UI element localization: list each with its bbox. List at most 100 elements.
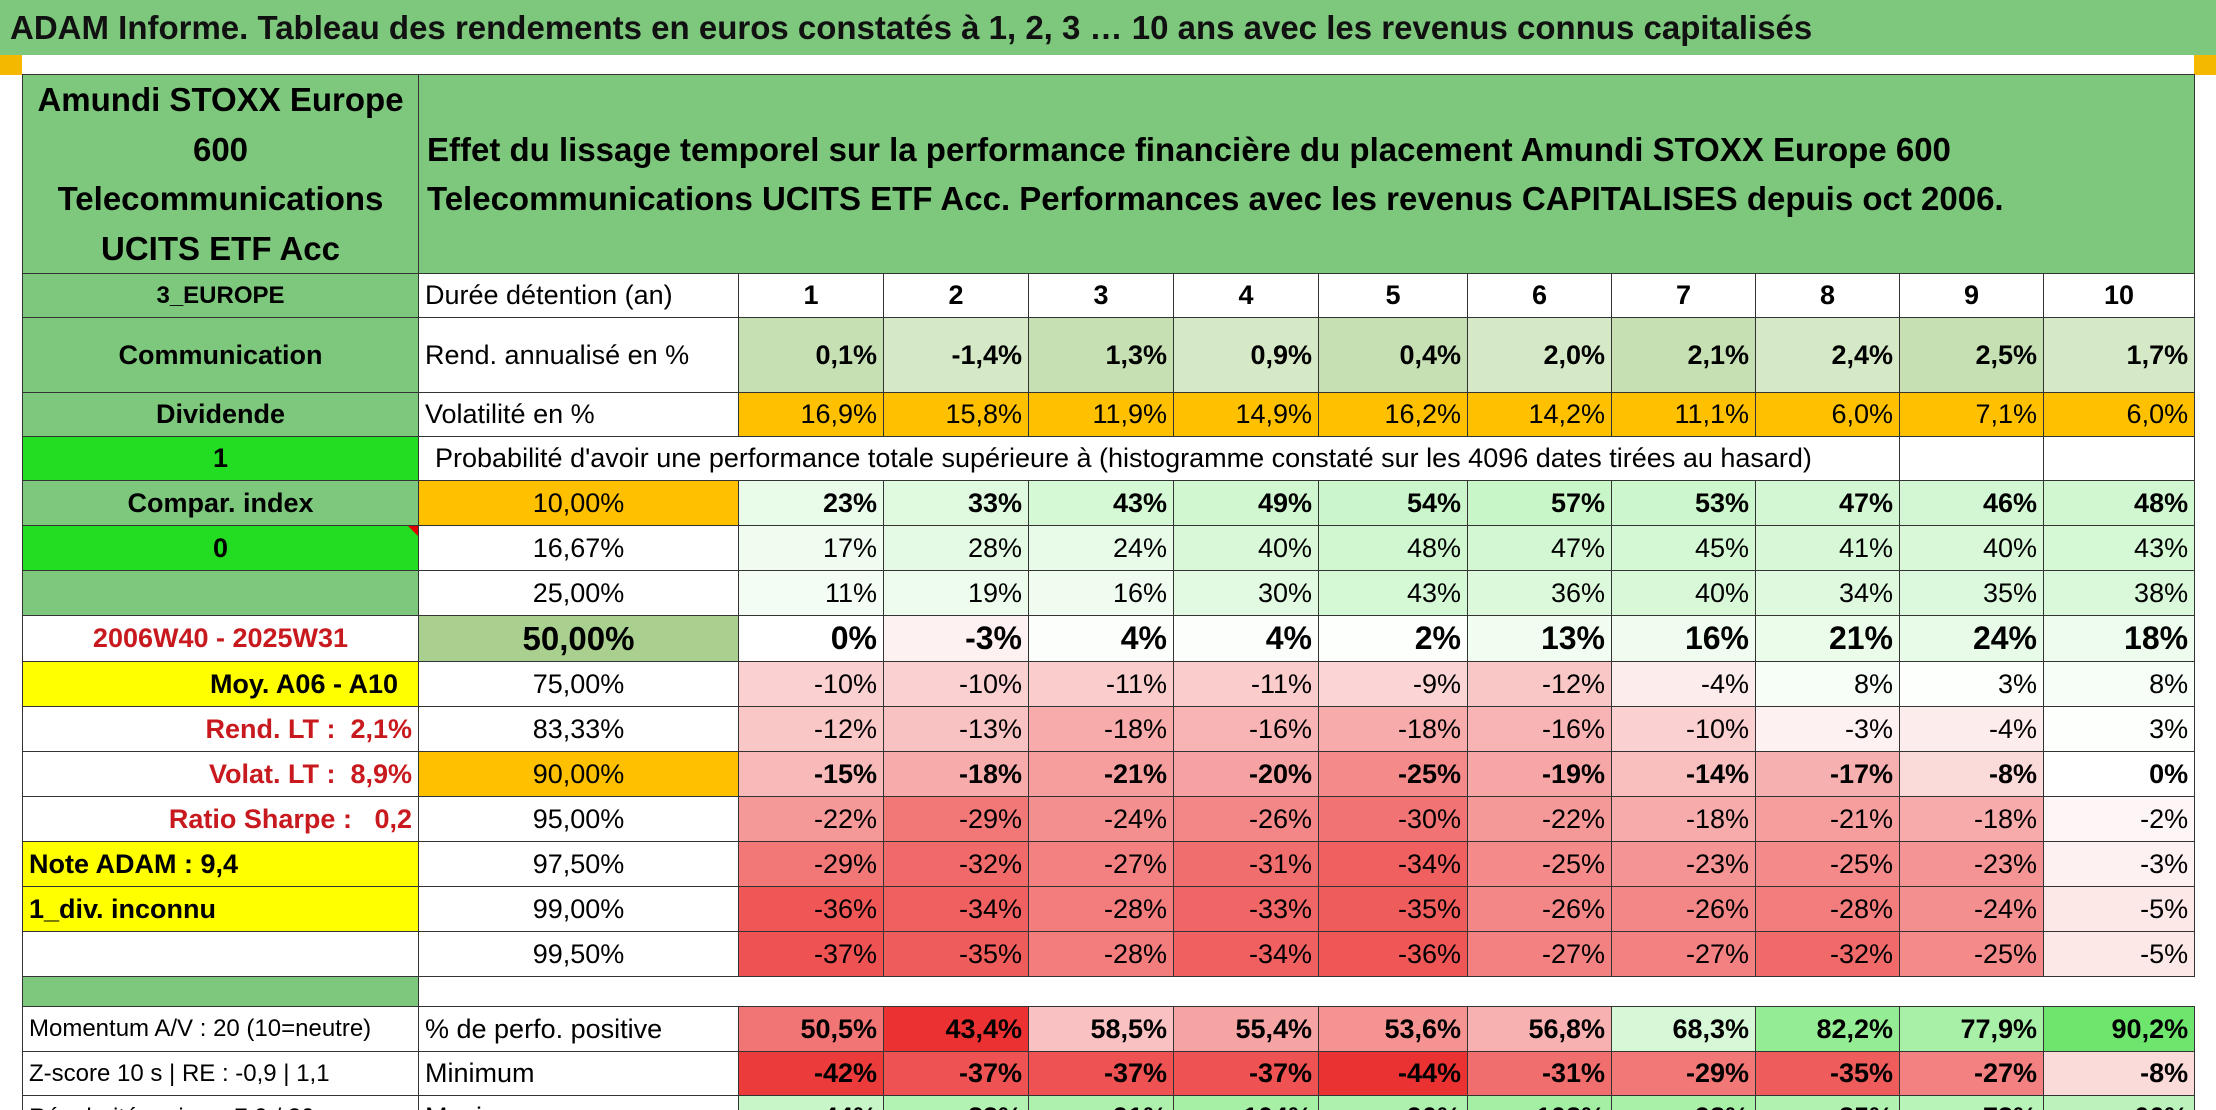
percentile-value: -34%: [1173, 931, 1319, 977]
percentile-value: -21%: [1755, 796, 1900, 842]
percentile-value: -16%: [1467, 706, 1612, 752]
maximum-value: 66%: [2042, 1095, 2196, 1110]
percentile-value: 30%: [1173, 570, 1319, 616]
percentile-value: -8%: [1899, 751, 2044, 797]
minimum-value: -42%: [738, 1051, 884, 1096]
div-label: 1_div. inconnu: [22, 886, 419, 932]
percentile-value: -27%: [1467, 931, 1612, 977]
percentile-value: 16%: [1028, 570, 1174, 616]
note-adam: Note ADAM : 9,4: [22, 841, 419, 887]
spacer-row: [418, 976, 2195, 1007]
percentile-value: 19%: [883, 570, 1029, 616]
percentile-value: -11%: [1028, 661, 1174, 707]
percentile-value: -29%: [883, 796, 1029, 842]
vol-value: 11,9%: [1028, 392, 1174, 437]
percentile-value: 18%: [2042, 615, 2196, 662]
rend-lt-value: 2,1%: [350, 713, 412, 744]
blank-green: [22, 570, 419, 616]
percentile-value: 43%: [1028, 480, 1174, 526]
table-row: 2006W40 - 2025W31 50,00% 0% -3% 4% 4% 2% 13% 16%…: [22, 615, 2196, 662]
sharpe-label: Ratio Sharpe :: [168, 803, 352, 834]
percentile-value: 24%: [1028, 525, 1174, 571]
percentile-label: 25,00%: [418, 570, 739, 616]
percentile-value: -32%: [883, 841, 1029, 887]
percentile-value: -29%: [738, 841, 884, 887]
year-header: 3: [1028, 273, 1174, 318]
minimum-value: -27%: [1899, 1051, 2044, 1096]
table-row: Ratio Sharpe : 0,2 95,00% -22% -29% -24% -26%…: [22, 796, 2196, 842]
percentile-value: -25%: [1755, 841, 1900, 887]
fund-description: Effet du lissage temporel sur la perform…: [417, 74, 2196, 274]
table-row: Volat. LT : 8,9% 90,00% -15% -18% -21% -20% -2…: [22, 751, 2196, 797]
year-header: 1: [738, 273, 884, 318]
rend-value: 0,4%: [1318, 317, 1468, 393]
percentile-value: -24%: [1028, 796, 1174, 842]
year-header: 9: [1899, 273, 2044, 318]
percentile-value: 2%: [1318, 615, 1468, 662]
positive-value: 58,5%: [1028, 1006, 1174, 1052]
minimum-value: -37%: [883, 1051, 1029, 1096]
percentile-value: -22%: [738, 796, 884, 842]
percentile-value: 36%: [1467, 570, 1612, 616]
percentile-value: 43%: [1318, 570, 1468, 616]
percentile-value: -16%: [1173, 706, 1319, 752]
volat-lt: Volat. LT : 8,9%: [22, 751, 419, 797]
percentile-value: -25%: [1899, 931, 2044, 977]
percentile-value: 46%: [1899, 480, 2044, 526]
percentile-value: -9%: [1318, 661, 1468, 707]
percentile-value: -36%: [738, 886, 884, 932]
percentile-value: -37%: [738, 931, 884, 977]
table-row: [22, 976, 2195, 1007]
table-row: 3_EUROPE Durée détention (an) 1 2 3 4 5 6 7 8 9 10: [22, 273, 2196, 318]
rend-value: 2,5%: [1899, 317, 2044, 393]
percentile-value: 0%: [2042, 751, 2196, 797]
percentile-value: -18%: [1899, 796, 2044, 842]
proba-label: Probabilité d'avoir une performance tota…: [418, 436, 1900, 481]
minimum-value: -35%: [1755, 1051, 1900, 1096]
vol-label: Volatilité en %: [418, 392, 739, 437]
rend-label: Rend. annualisé en %: [418, 317, 739, 393]
percentile-value: 40%: [1899, 525, 2044, 571]
rend-value: 2,4%: [1755, 317, 1900, 393]
empty-cell: [2042, 436, 2196, 481]
percentile-value: -23%: [1899, 841, 2044, 887]
vol-value: 15,8%: [883, 392, 1029, 437]
percentile-value: 49%: [1173, 480, 1319, 526]
table-row: Z-score 10 s | RE : -0,9 | 1,1 Minimum -42…: [22, 1051, 2196, 1096]
compar-label: Compar. index: [22, 480, 419, 526]
year-header: 8: [1755, 273, 1900, 318]
rend-lt: Rend. LT : 2,1%: [22, 706, 419, 752]
percentile-value: -27%: [1611, 931, 1756, 977]
table-row: Momentum A/V : 20 (10=neutre)% de perfo.…: [22, 1006, 2196, 1052]
year-header: 7: [1611, 273, 1756, 318]
minimum-value: -37%: [1028, 1051, 1174, 1096]
maximum-value: 104%: [1173, 1095, 1319, 1110]
percentile-value: -3%: [2042, 841, 2196, 887]
maximum-value: 108%: [1467, 1095, 1612, 1110]
positive-value: 90,2%: [2042, 1006, 2196, 1052]
table-row: 99,50% -37% -35% -28% -34% -36% -27% -27% -32% -2…: [22, 931, 2196, 977]
year-header: 10: [2042, 273, 2196, 318]
positive-label: % de perfo. positive: [418, 1006, 739, 1052]
blank-left: [22, 931, 419, 977]
spacer-green: [22, 976, 419, 1007]
performance-table: Amundi STOXX Europe 600 Telecommunicatio…: [22, 74, 2196, 1110]
table-row: Rend. LT : 2,1% 83,33% -12% -13% -18% -16% -18…: [22, 706, 2196, 752]
sharpe-value: 0,2: [374, 803, 412, 834]
table-row: Dividende Volatilité en % 16,9% 15,8% 11,9% 1…: [22, 392, 2196, 437]
corner-marker-right: [2194, 55, 2216, 75]
percentile-value: 16%: [1611, 615, 1756, 662]
percentile-value: 34%: [1755, 570, 1900, 616]
sharpe: Ratio Sharpe : 0,2: [22, 796, 419, 842]
minimum-value: -29%: [1611, 1051, 1756, 1096]
percentile-value: -34%: [1318, 841, 1468, 887]
percentile-value: 23%: [738, 480, 884, 526]
percentile-value: -12%: [1467, 661, 1612, 707]
minimum-label: Minimum: [418, 1051, 739, 1096]
percentile-value: -24%: [1899, 886, 2044, 932]
maximum-value: 91%: [1028, 1095, 1174, 1110]
percentile-value: 3%: [2042, 706, 2196, 752]
positive-value: 56,8%: [1467, 1006, 1612, 1052]
percentile-value: -26%: [1467, 886, 1612, 932]
year-header: 4: [1173, 273, 1319, 318]
